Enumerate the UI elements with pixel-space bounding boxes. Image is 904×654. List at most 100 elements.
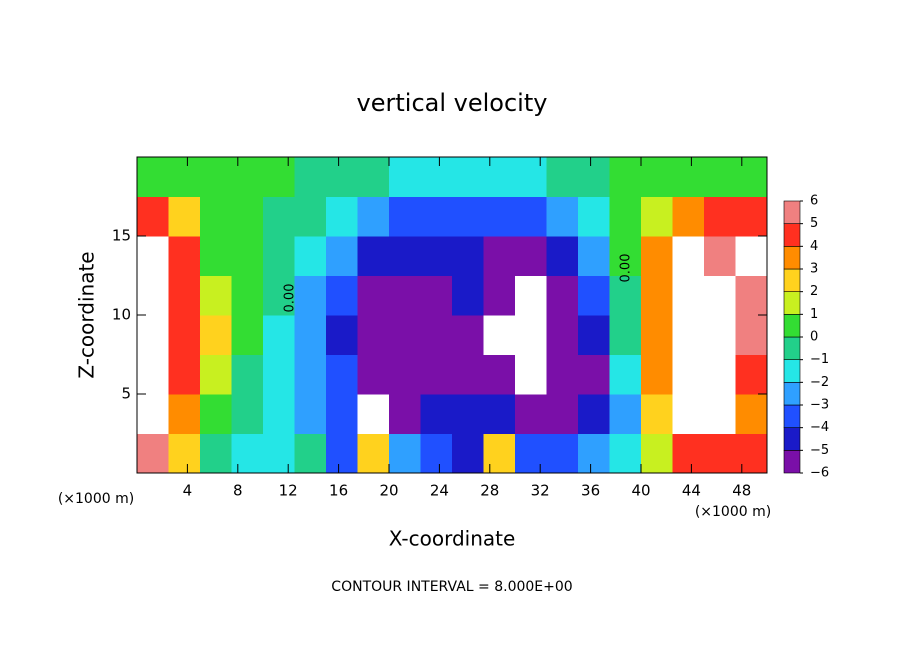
heat-cell — [641, 394, 673, 434]
heat-cell — [452, 315, 484, 355]
heat-cell — [294, 394, 327, 434]
colorbar-label: 0 — [810, 330, 818, 345]
colorbar-label: −6 — [810, 466, 829, 481]
heat-cell — [168, 315, 201, 355]
heat-cell — [231, 433, 264, 474]
heat-cell — [609, 394, 642, 434]
heat-cell — [641, 196, 673, 237]
heat-cell — [168, 157, 201, 197]
heat-cell — [137, 315, 169, 355]
heat-cell — [357, 315, 390, 355]
heat-cell — [326, 315, 358, 355]
heat-cell — [389, 394, 421, 434]
heat-cell — [735, 433, 768, 474]
heat-cell — [168, 236, 201, 276]
colorbar-swatch — [783, 291, 801, 315]
x-tick-label: 12 — [279, 482, 298, 500]
heat-cell — [137, 196, 169, 237]
heat-cell — [420, 236, 453, 276]
heat-cell — [452, 394, 484, 434]
colorbar-label: −5 — [810, 443, 829, 458]
colorbar-label: 5 — [810, 216, 818, 231]
heat-cell — [420, 315, 453, 355]
heat-cell — [357, 196, 390, 237]
colorbar-label: 2 — [810, 284, 818, 299]
heat-cell — [168, 354, 201, 395]
heat-cell — [231, 354, 264, 395]
colorbar-swatch — [783, 404, 801, 428]
heat-cell — [641, 315, 673, 355]
heat-cell — [200, 315, 232, 355]
heat-cell — [420, 275, 453, 316]
heat-cell — [231, 275, 264, 316]
heat-cell — [200, 236, 232, 276]
heat-cell — [578, 236, 610, 276]
heat-cell — [515, 196, 547, 237]
heat-cell — [578, 433, 610, 474]
heat-cell — [294, 354, 327, 395]
heat-cell — [357, 433, 390, 474]
heat-cell — [200, 196, 232, 237]
heat-cell — [578, 196, 610, 237]
heat-cell — [357, 354, 390, 395]
heat-cell — [641, 236, 673, 276]
heat-cell — [294, 433, 327, 474]
heat-cell — [326, 394, 358, 434]
heat-cell — [704, 394, 736, 434]
heat-cell — [452, 157, 484, 197]
colorbar-label: −4 — [810, 420, 829, 435]
heat-cell — [672, 157, 705, 197]
heat-cell — [137, 275, 169, 316]
heat-cell — [389, 236, 421, 276]
heat-cell — [483, 157, 516, 197]
heat-cell — [672, 196, 705, 237]
heat-cell — [546, 236, 579, 276]
x-tick-label: 44 — [682, 482, 701, 500]
heat-cell — [200, 275, 232, 316]
heat-cell — [137, 157, 169, 197]
y-axis-label: Z-coordinate — [75, 251, 99, 378]
heat-cell — [515, 394, 547, 434]
heat-cell — [609, 196, 642, 237]
heat-cell — [357, 236, 390, 276]
colorbar-swatch — [783, 359, 801, 383]
heat-cell — [168, 196, 201, 237]
chart-title: vertical velocity — [357, 89, 548, 117]
heat-cell — [672, 394, 705, 434]
heat-cell — [704, 433, 736, 474]
heat-cell — [137, 354, 169, 395]
heat-cell — [546, 354, 579, 395]
heat-cell — [420, 433, 453, 474]
y-tick-label: 10 — [112, 306, 131, 324]
heat-cell — [609, 275, 642, 316]
heat-cell — [389, 157, 421, 197]
heat-cell — [578, 315, 610, 355]
heat-cell — [483, 354, 516, 395]
heat-cell — [641, 157, 673, 197]
contour-label: 0.00 — [283, 284, 298, 313]
heat-cell — [137, 433, 169, 474]
footer-note: CONTOUR INTERVAL = 8.000E+00 — [331, 579, 572, 595]
heat-cell — [735, 354, 768, 395]
heat-cell — [672, 236, 705, 276]
heat-cell — [704, 157, 736, 197]
heat-cell — [641, 354, 673, 395]
heat-cell — [609, 236, 642, 276]
colorbar-swatch — [783, 268, 801, 292]
heat-cell — [672, 433, 705, 474]
heat-cell — [578, 157, 610, 197]
colorbar-swatch — [783, 223, 801, 247]
heat-cell — [641, 275, 673, 316]
x-tick-label: 20 — [379, 482, 398, 500]
heat-cell — [420, 157, 453, 197]
colorbar-swatch — [783, 427, 801, 451]
heat-cell — [326, 433, 358, 474]
colorbar-label: 6 — [810, 194, 818, 209]
heat-cell — [168, 394, 201, 434]
heat-cell — [168, 433, 201, 474]
heat-cell — [294, 196, 327, 237]
heat-cell — [483, 433, 516, 474]
heat-cell — [672, 354, 705, 395]
